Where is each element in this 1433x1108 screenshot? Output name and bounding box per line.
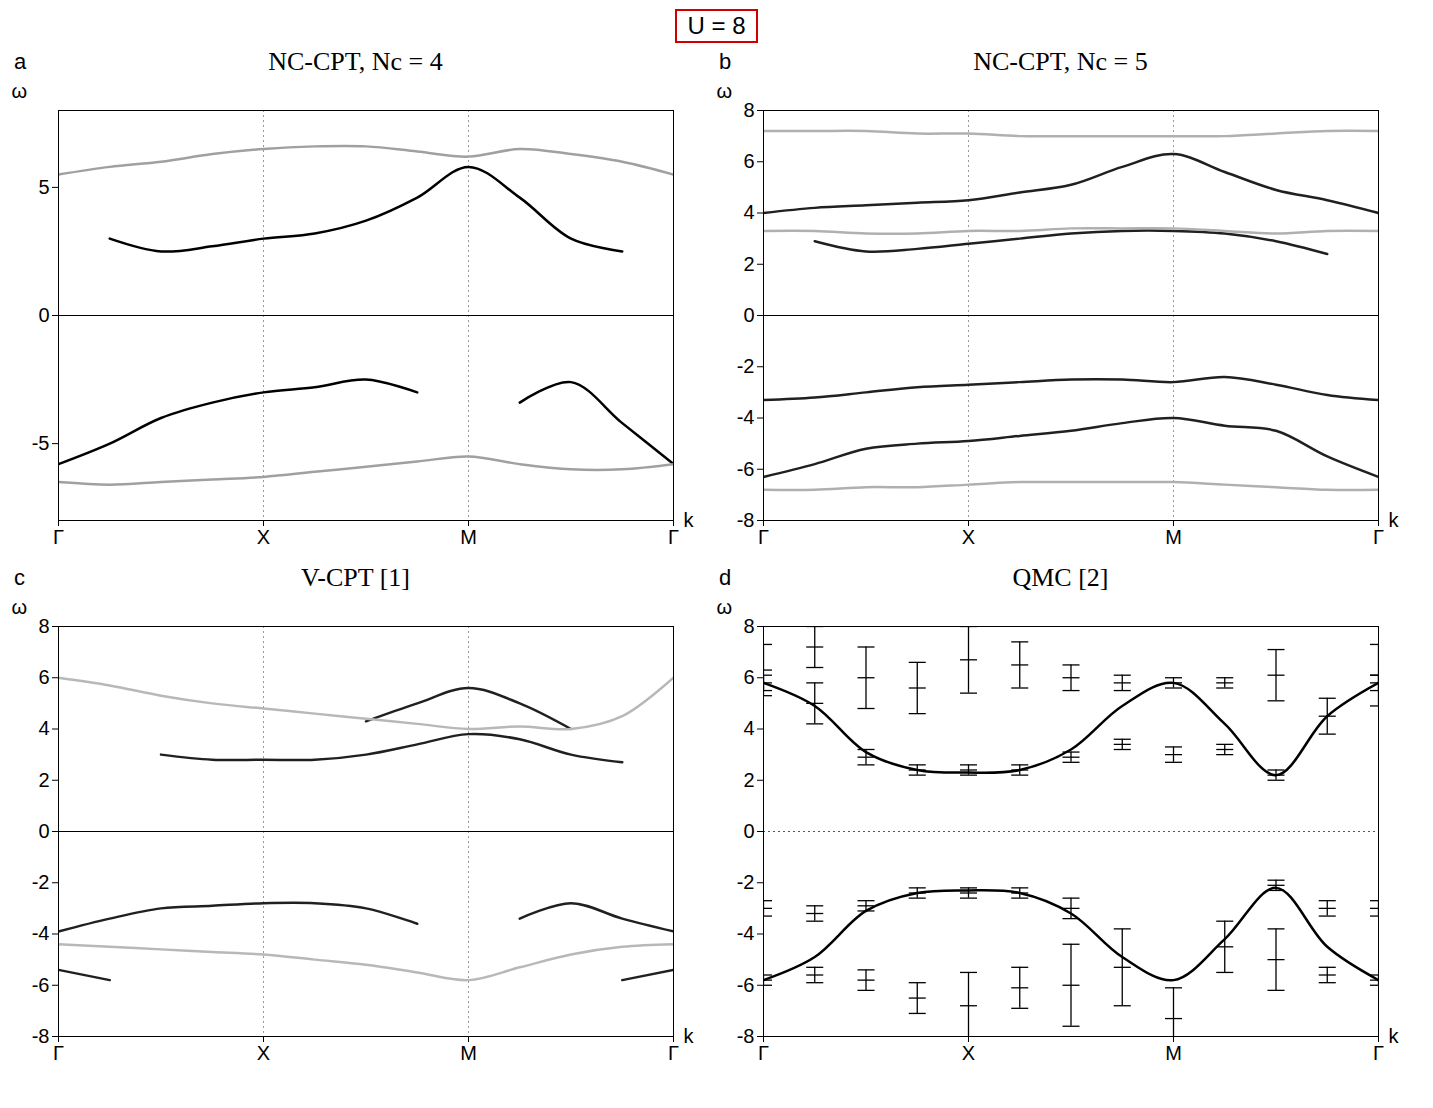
svg-text:Γ: Γ xyxy=(668,1042,679,1064)
svg-text:M: M xyxy=(1165,526,1182,548)
svg-text:-2: -2 xyxy=(737,871,755,893)
svg-text:0: 0 xyxy=(743,820,754,842)
svg-text:8: 8 xyxy=(38,615,49,637)
svg-text:-6: -6 xyxy=(737,974,755,996)
svg-text:X: X xyxy=(962,1042,975,1064)
svg-text:-8: -8 xyxy=(737,509,755,531)
svg-text:2: 2 xyxy=(743,769,754,791)
svg-text:0: 0 xyxy=(38,304,49,326)
svg-text:-6: -6 xyxy=(737,458,755,480)
svg-text:Γ: Γ xyxy=(758,1042,769,1064)
svg-text:-6: -6 xyxy=(32,974,50,996)
html-text:NC-CPT, Nc = 5: NC-CPT, Nc = 5 xyxy=(973,47,1148,76)
svg-text:X: X xyxy=(257,526,270,548)
svg-text:Γ: Γ xyxy=(668,526,679,548)
svg-text:5: 5 xyxy=(38,176,49,198)
svg-text:-4: -4 xyxy=(32,922,50,944)
html-text:U = 8: U = 8 xyxy=(687,12,746,39)
svg-text:M: M xyxy=(460,1042,477,1064)
svg-text:4: 4 xyxy=(743,717,754,739)
svg-text:ω: ω xyxy=(12,596,28,618)
html-text:NC-CPT, Nc = 4: NC-CPT, Nc = 4 xyxy=(268,47,443,76)
svg-text:-2: -2 xyxy=(737,355,755,377)
svg-text:8: 8 xyxy=(743,99,754,121)
svg-text:-4: -4 xyxy=(737,922,755,944)
svg-text:k: k xyxy=(1389,1025,1400,1047)
html-text:c: c xyxy=(14,565,25,590)
svg-text:Γ: Γ xyxy=(1373,526,1384,548)
svg-text:-8: -8 xyxy=(32,1025,50,1047)
svg-text:0: 0 xyxy=(38,820,49,842)
svg-text:k: k xyxy=(1389,509,1400,531)
html-text:d: d xyxy=(719,565,732,590)
svg-text:8: 8 xyxy=(743,615,754,637)
svg-text:k: k xyxy=(684,509,695,531)
html-text:a: a xyxy=(14,49,27,74)
svg-text:6: 6 xyxy=(743,666,754,688)
svg-text:4: 4 xyxy=(38,717,49,739)
svg-text:-8: -8 xyxy=(737,1025,755,1047)
svg-text:Γ: Γ xyxy=(1373,1042,1384,1064)
svg-text:ω: ω xyxy=(12,80,28,102)
svg-text:k: k xyxy=(684,1025,695,1047)
svg-text:-2: -2 xyxy=(32,871,50,893)
svg-text:2: 2 xyxy=(38,769,49,791)
svg-text:6: 6 xyxy=(38,666,49,688)
html-text:V-CPT [1]: V-CPT [1] xyxy=(301,563,410,592)
svg-text:Γ: Γ xyxy=(758,526,769,548)
svg-text:0: 0 xyxy=(743,304,754,326)
svg-text:-4: -4 xyxy=(737,406,755,428)
svg-text:6: 6 xyxy=(743,150,754,172)
svg-text:Γ: Γ xyxy=(53,526,64,548)
svg-text:M: M xyxy=(460,526,477,548)
html-text:QMC [2]: QMC [2] xyxy=(1012,563,1109,592)
svg-text:4: 4 xyxy=(743,201,754,223)
svg-text:ω: ω xyxy=(717,596,733,618)
svg-text:-5: -5 xyxy=(32,432,50,454)
svg-text:X: X xyxy=(962,526,975,548)
svg-text:2: 2 xyxy=(743,253,754,275)
svg-text:X: X xyxy=(257,1042,270,1064)
svg-text:M: M xyxy=(1165,1042,1182,1064)
svg-text:Γ: Γ xyxy=(53,1042,64,1064)
svg-text:ω: ω xyxy=(717,80,733,102)
html-text:b: b xyxy=(719,49,732,74)
